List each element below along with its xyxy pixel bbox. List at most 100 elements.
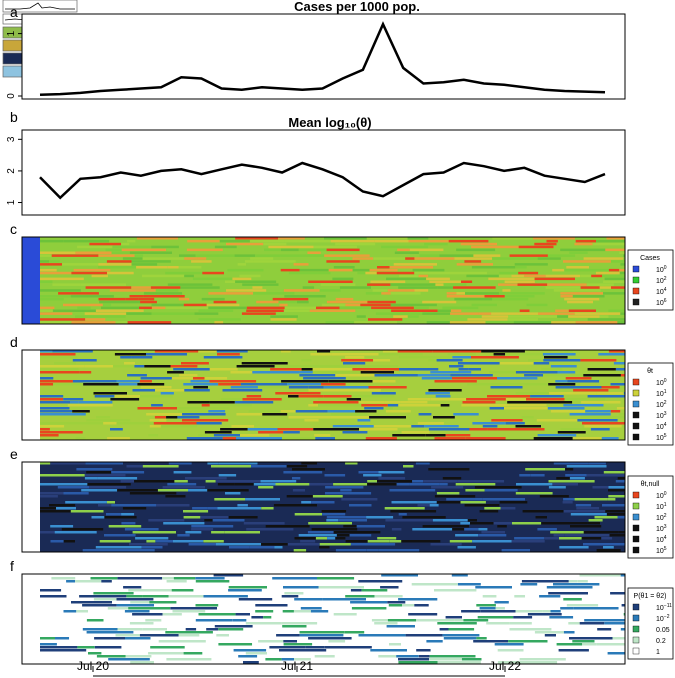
heatmap-cell: [564, 268, 609, 272]
heatmap-cell: [110, 398, 140, 401]
heatmap-cell: [102, 303, 112, 307]
heatmap-cell: [326, 519, 339, 522]
heatmap-cell: [108, 658, 150, 661]
heatmap-cell: [263, 242, 287, 246]
heatmap-cell: [95, 309, 144, 312]
heatmap-cell: [623, 254, 625, 257]
heatmap-cell: [88, 315, 126, 318]
heatmap-cell: [40, 395, 64, 398]
heatmap-cell: [560, 428, 591, 431]
heatmap-cell: [517, 283, 548, 286]
heatmap-cell: [559, 537, 582, 540]
heatmap-cell: [612, 616, 625, 619]
heatmap-cell: [391, 501, 437, 504]
heatmap-cell: [246, 306, 285, 310]
heatmap-cell: [40, 586, 65, 589]
heatmap-cell: [412, 528, 453, 531]
heatmap-cell: [573, 607, 619, 610]
heatmap-cell: [457, 480, 505, 483]
heatmap-cell: [40, 610, 52, 613]
heatmap-cell: [346, 510, 391, 513]
heatmap-cell: [52, 350, 93, 353]
heatmap-cell: [72, 380, 117, 383]
heatmap-cell: [72, 410, 90, 413]
heatmap-cell: [606, 513, 625, 516]
heatmap-cell: [98, 254, 135, 257]
heatmap-cell: [301, 359, 312, 362]
heatmap-cell: [40, 309, 53, 312]
heatmap-cell: [352, 368, 399, 371]
heatmap-cell: [40, 425, 65, 428]
heatmap-cell: [143, 292, 183, 295]
heatmap-cell: [570, 525, 602, 528]
heatmap-cell: [217, 507, 262, 510]
heatmap-cell: [363, 592, 397, 595]
heatmap-cell: [495, 613, 528, 616]
heatmap-cell: [140, 386, 172, 389]
heatmap-cell: [539, 495, 552, 498]
heatmap-cell: [396, 483, 410, 486]
heatmap-cell: [392, 434, 426, 437]
heatmap-cell: [136, 266, 168, 269]
heatmap-cell: [419, 254, 440, 257]
heatmap-cell: [201, 297, 225, 301]
heatmap-cell: [387, 601, 406, 604]
heatmap-cell: [504, 280, 535, 283]
heatmap-cell: [93, 598, 117, 601]
heatmap-cell: [300, 477, 337, 480]
heatmap-cell: [400, 401, 428, 404]
heatmap-cell: [504, 407, 548, 410]
heatmap-cell: [573, 616, 613, 619]
heatmap-cell: [511, 543, 560, 546]
heatmap-cell: [283, 643, 313, 646]
heatmap-cell: [137, 383, 165, 386]
heatmap-cell: [374, 374, 418, 377]
heatmap-cell: [550, 365, 577, 368]
heatmap-cell: [177, 416, 200, 419]
legend-entry-label: 102: [656, 513, 667, 522]
heatmap-cell: [214, 321, 224, 324]
heatmap-cell: [503, 383, 549, 386]
legend-entry-exponent: 1: [664, 389, 667, 395]
heatmap-cell: [317, 462, 346, 465]
heatmap-cell: [287, 383, 322, 386]
heatmap-cell: [428, 359, 437, 362]
heatmap-cell: [128, 607, 171, 610]
heatmap-cell: [228, 583, 237, 586]
heatmap-cell: [609, 595, 625, 598]
heatmap-cell: [81, 489, 118, 492]
heatmap-cell: [214, 498, 246, 501]
heatmap-cell: [69, 637, 95, 640]
heatmap-cell: [162, 577, 174, 580]
legend-entry-label: 104: [656, 287, 667, 296]
heatmap-cell: [366, 516, 394, 519]
heatmap-cell: [53, 383, 84, 386]
heatmap-cell: [222, 437, 237, 440]
heatmap-cell: [130, 468, 162, 471]
legend-entry-exponent: 5: [664, 433, 667, 439]
heatmap-cell: [283, 586, 319, 589]
heatmap-cell: [207, 507, 218, 510]
heatmap-cell: [493, 353, 506, 356]
heatmap-leading-band: [22, 462, 40, 552]
heatmap-cell: [580, 359, 617, 362]
heatmap-cell: [287, 604, 319, 607]
heatmap-cell: [458, 362, 484, 365]
heatmap-cell: [55, 489, 82, 492]
heatmap-cell: [566, 652, 608, 655]
legend-entry-exponent: 0: [664, 265, 667, 271]
heatmap-cell: [215, 543, 261, 546]
heatmap-cell: [606, 237, 625, 240]
heatmap-cell: [519, 658, 566, 661]
heatmap-cell: [403, 465, 414, 468]
heatmap-cell: [229, 546, 250, 549]
heatmap-cell: [377, 480, 413, 483]
heatmap-cell: [542, 610, 551, 613]
heatmap-cell: [568, 495, 609, 498]
heatmap-cell: [398, 598, 438, 601]
heatmap-cell: [253, 483, 276, 486]
heatmap-cell: [364, 407, 384, 410]
heatmap-cell: [390, 510, 437, 513]
heatmap-cell: [57, 486, 90, 489]
heatmap-cell: [546, 586, 593, 589]
